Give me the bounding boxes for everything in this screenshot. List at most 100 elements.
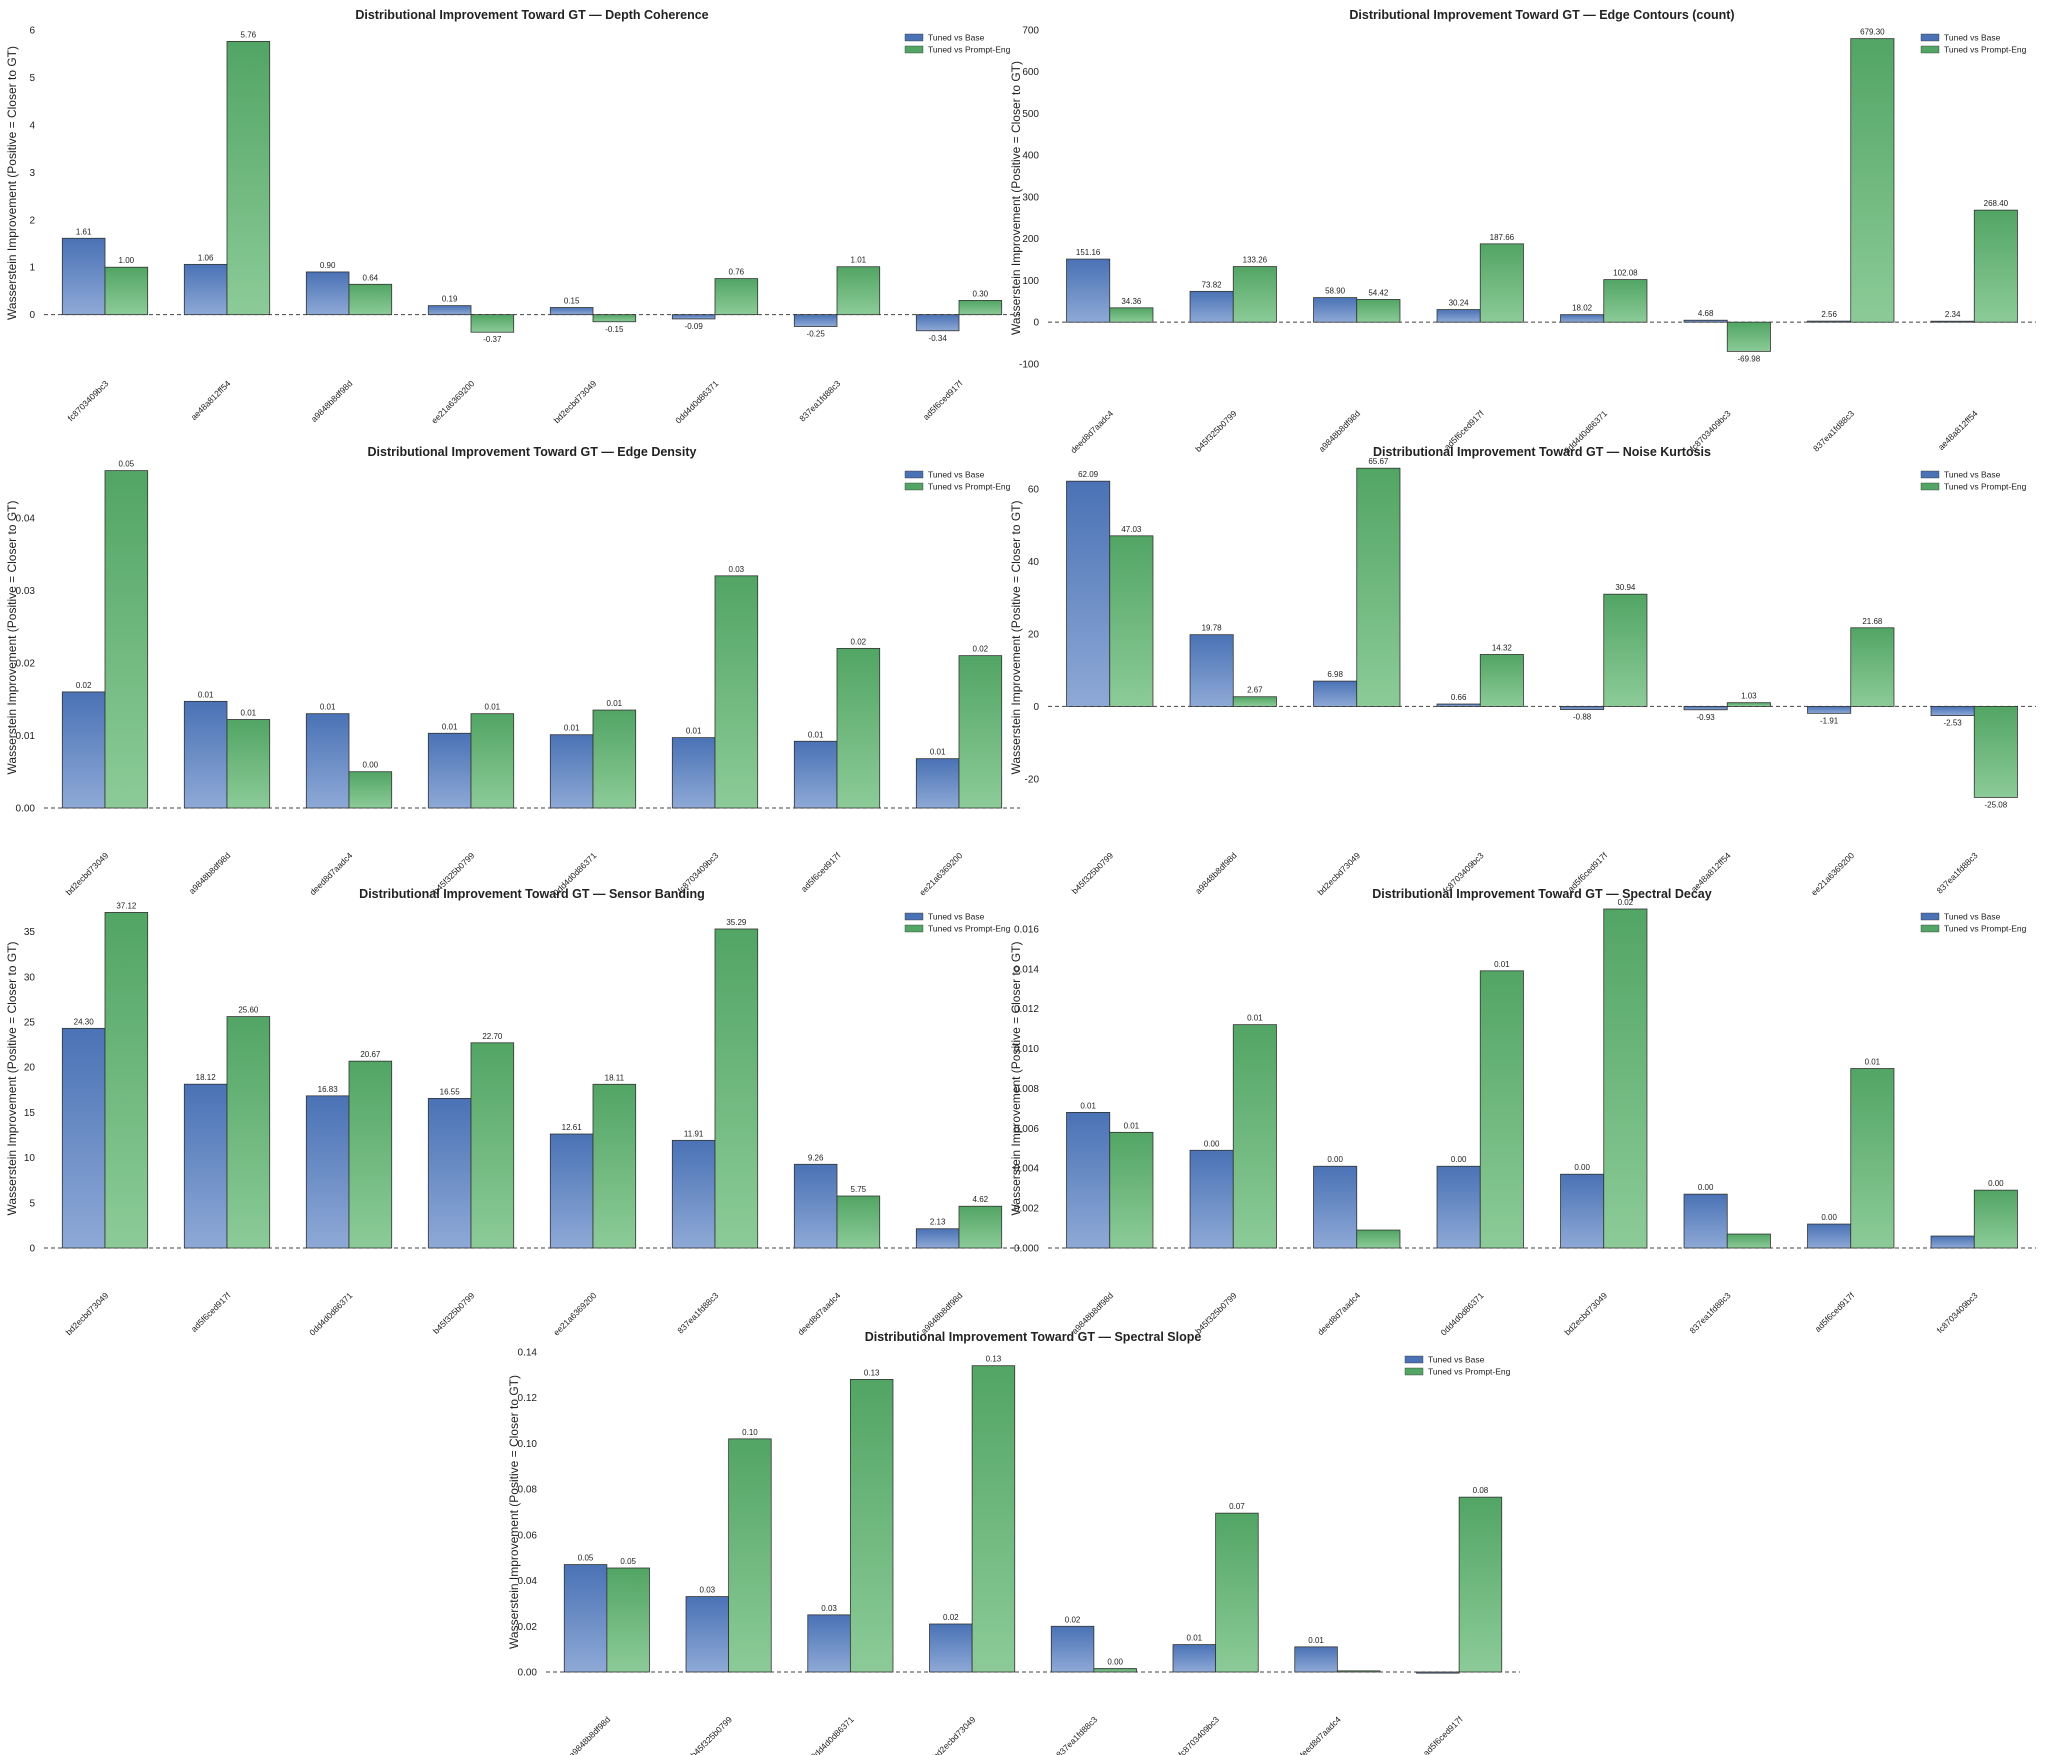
y-tick-label: 0 xyxy=(1033,702,1039,713)
bar-tuned-vs-base xyxy=(549,1133,594,1249)
y-tick-label: 0.04 xyxy=(518,1576,538,1587)
data-label: 151.16 xyxy=(1076,248,1101,257)
y-tick-label: 40 xyxy=(1028,557,1040,568)
bar-tuned-vs-base xyxy=(1294,1646,1338,1673)
x-tick-label: ee21a6369200 xyxy=(917,850,964,897)
x-tick-label: deed8d7aadc4 xyxy=(1068,408,1115,455)
bar-tuned-vs-base xyxy=(1189,634,1234,707)
data-label: 0.08 xyxy=(1473,1486,1489,1495)
data-label: 0.01 xyxy=(808,730,824,739)
bar-tuned-vs-base xyxy=(1807,320,1852,323)
bar-tuned-vs-prompt-eng xyxy=(226,40,271,316)
legend: Tuned vs Base Tuned vs Prompt-Eng xyxy=(1920,33,2027,55)
data-label: 0.00 xyxy=(1451,1155,1467,1164)
x-tick-label: a9848b8df98d xyxy=(187,850,233,896)
bar-tuned-vs-base xyxy=(183,1083,228,1249)
x-tick-label: 837ea1fd88c3 xyxy=(1054,1714,1099,1755)
data-label: 0.00 xyxy=(1988,1179,2004,1188)
y-tick-label: 0.016 xyxy=(1014,924,1039,935)
y-axis-label: Wasserstein Improvement (Positive = Clos… xyxy=(507,1375,521,1649)
legend-entry: Tuned vs Base xyxy=(928,33,985,43)
x-tick-label: 0dd4d0d86371 xyxy=(307,1290,354,1337)
y-tick-label: 400 xyxy=(1022,151,1039,162)
y-tick-label: 0.02 xyxy=(16,658,36,669)
bar-tuned-vs-prompt-eng xyxy=(836,266,881,316)
x-tick-label: ae48a812ff54 xyxy=(1936,408,1980,452)
y-tick-label: -100 xyxy=(1019,359,1039,370)
bar-tuned-vs-base xyxy=(1050,1625,1095,1673)
bar-tuned-vs-prompt-eng xyxy=(226,1016,271,1249)
bar-tuned-vs-prompt-eng xyxy=(1850,38,1895,323)
y-tick-label: 30 xyxy=(24,972,36,983)
bar-tuned-vs-base xyxy=(1807,1223,1852,1249)
y-tick-label: 1 xyxy=(29,263,35,274)
x-tick-label: fc8703409bc3 xyxy=(1176,1714,1221,1755)
y-tick-label: 700 xyxy=(1022,26,1039,37)
legend-swatch xyxy=(1920,912,1940,921)
data-label: 0.00 xyxy=(1327,1155,1343,1164)
data-label: 6.98 xyxy=(1327,670,1343,679)
bar-tuned-vs-base xyxy=(1313,1165,1358,1249)
bar-tuned-vs-prompt-eng xyxy=(1458,1496,1503,1673)
y-axis-label: Wasserstein Improvement (Positive = Clos… xyxy=(1009,942,1023,1216)
y-tick-label: 0.01 xyxy=(16,731,36,742)
y-tick-label: 35 xyxy=(24,927,36,938)
bar-tuned-vs-base xyxy=(1807,706,1852,714)
bar-tuned-vs-prompt-eng xyxy=(958,655,1003,809)
bar-tuned-vs-prompt-eng xyxy=(1726,702,1771,707)
bar-tuned-vs-base xyxy=(671,1139,716,1249)
data-label: 187.66 xyxy=(1490,233,1515,242)
legend-entry: Tuned vs Prompt-Eng xyxy=(1944,45,2027,55)
chart-title: Distributional Improvement Toward GT — N… xyxy=(1373,445,1711,459)
legend-entry: Tuned vs Prompt-Eng xyxy=(928,45,1011,55)
y-tick-label: -20 xyxy=(1025,774,1040,785)
bar-tuned-vs-base xyxy=(915,758,960,809)
data-label: 0.02 xyxy=(76,681,92,690)
legend-swatch xyxy=(1404,1367,1424,1376)
x-tick-label: 0dd4d0d86371 xyxy=(673,378,720,425)
data-label: 12.61 xyxy=(562,1123,583,1132)
data-label: 47.03 xyxy=(1121,525,1142,534)
data-label: -0.34 xyxy=(929,334,948,343)
data-label: 34.36 xyxy=(1121,297,1142,306)
data-label: 0.01 xyxy=(320,703,336,712)
chart-title: Distributional Improvement Toward GT — S… xyxy=(1372,887,1711,901)
x-tick-label: bd2ecbd73049 xyxy=(931,1714,978,1755)
data-label: 9.26 xyxy=(808,1153,824,1162)
bar-tuned-vs-base xyxy=(793,314,838,327)
data-label: -2.53 xyxy=(1944,719,1963,728)
data-label: 73.82 xyxy=(1202,280,1223,289)
bar-tuned-vs-prompt-eng xyxy=(1726,321,1771,352)
data-label: 0.76 xyxy=(729,268,745,277)
bar-tuned-vs-base xyxy=(1930,320,1975,323)
x-tick-label: ee21a6369200 xyxy=(429,378,476,425)
data-label: 0.01 xyxy=(1247,1014,1263,1023)
legend-swatch xyxy=(904,924,924,933)
bar-tuned-vs-prompt-eng xyxy=(1356,299,1401,323)
data-label: 0.19 xyxy=(442,295,458,304)
bar-tuned-vs-base xyxy=(183,700,228,809)
bar-tuned-vs-base xyxy=(1930,1235,1975,1249)
bar-tuned-vs-prompt-eng xyxy=(1479,654,1524,707)
bar-tuned-vs-prompt-eng xyxy=(592,314,637,323)
x-tick-label: bd2ecbd73049 xyxy=(552,378,599,425)
bar-tuned-vs-prompt-eng xyxy=(836,1195,881,1249)
legend-entry: Tuned vs Prompt-Eng xyxy=(1428,1367,1511,1377)
bar-tuned-vs-base xyxy=(61,1027,106,1249)
legend-entry: Tuned vs Prompt-Eng xyxy=(928,924,1011,934)
y-tick-label: 0.08 xyxy=(518,1485,538,1496)
data-label: 24.30 xyxy=(74,1017,95,1026)
bar-tuned-vs-base xyxy=(1313,680,1358,707)
bar-tuned-vs-prompt-eng xyxy=(470,1042,515,1249)
data-label: 5.75 xyxy=(851,1185,867,1194)
y-tick-label: 0.000 xyxy=(1014,1244,1039,1255)
bar-tuned-vs-prompt-eng xyxy=(971,1365,1016,1673)
bar-tuned-vs-prompt-eng xyxy=(1850,1068,1895,1249)
bar-tuned-vs-prompt-eng xyxy=(104,266,149,316)
x-tick-label: a9848b8df98d xyxy=(1317,408,1363,454)
bar-tuned-vs-prompt-eng xyxy=(1109,535,1154,707)
bar-tuned-vs-base xyxy=(1172,1644,1217,1673)
x-tick-label: deed8d7aadc4 xyxy=(1315,1290,1362,1337)
y-tick-label: 0 xyxy=(29,1244,35,1255)
